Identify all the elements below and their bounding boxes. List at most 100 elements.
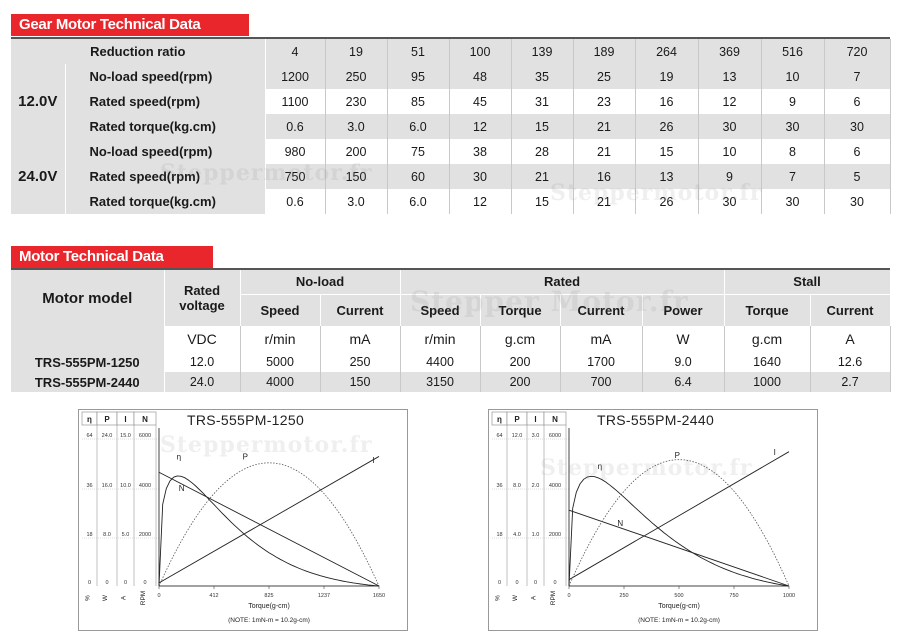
col-head: N xyxy=(142,415,148,424)
gear-value-cell: 13 xyxy=(698,64,762,89)
motor-row: TRS-555PM-1250 12.0 5000 250 4400 200 1700 9.0 1… xyxy=(11,352,891,372)
motor-model-header: Motor model xyxy=(11,270,165,326)
motor-value-cell: 6.4 xyxy=(642,372,725,392)
axis-value: 8.0 xyxy=(513,483,521,489)
performance-graph-1250: TRS-555PM-1250 η P I N 64 24.0 15.0 6000 36 16.0 1… xyxy=(78,409,408,631)
gear-value-cell: 10 xyxy=(698,139,762,164)
gear-value-cell: 21 xyxy=(511,164,574,189)
param-label: Rated speed(rpm) xyxy=(65,164,266,189)
gear-value-cell: 10 xyxy=(761,64,825,89)
gear-value-cell: 30 xyxy=(824,189,891,214)
graph-title: TRS-555PM-1250 xyxy=(187,412,305,428)
col-head-box xyxy=(543,411,567,426)
x-tick-label: 412 xyxy=(209,593,218,599)
gear-value-cell: 12 xyxy=(698,89,762,114)
stall-current-header: Current xyxy=(810,294,891,326)
gear-value-cell: 16 xyxy=(635,89,699,114)
gear-value-cell: 75 xyxy=(387,139,450,164)
unit-cell: g.cm xyxy=(480,326,561,352)
gear-value-cell: 150 xyxy=(325,164,388,189)
axis-value: 2000 xyxy=(549,532,561,538)
motor-value-cell: 1000 xyxy=(724,372,811,392)
gear-data-row: 12.0V No-load speed(rpm) 1200 250 95 48 35 25 19… xyxy=(11,64,891,139)
gear-value-cell: 6 xyxy=(824,139,891,164)
gear-value-cell: 15 xyxy=(635,139,699,164)
gear-value-cell: 45 xyxy=(449,89,512,114)
efficiency-curve-eta xyxy=(568,475,790,587)
performance-graph-2440: TRS-555PM-2440 η P I N 64 12.0 3.0 6000 36 8.0 2.0… xyxy=(488,409,818,631)
x-tick-label: 0 xyxy=(567,593,570,599)
axis-value: 1.0 xyxy=(532,532,540,538)
axis-value: 5.0 xyxy=(122,532,130,538)
gear-value-cell: 1100 xyxy=(265,89,326,114)
gear-value-cell: 750 xyxy=(265,164,326,189)
gear-data-row: Rated torque(kg.cm) 0.6 3.0 6.0 12 15 21 26 30 30… xyxy=(11,114,891,139)
unit-cell: r/min xyxy=(400,326,481,352)
x-tick-label: 0 xyxy=(157,593,160,599)
col-head-box xyxy=(133,411,157,426)
x-axis-label: Torque(g-cm) xyxy=(658,603,700,610)
param-label: No-load speed(rpm) xyxy=(65,139,266,164)
gear-data-row: 24.0V No-load speed(rpm) 980 200 75 38 28 21 15 1… xyxy=(11,139,891,214)
gear-value-cell: 60 xyxy=(387,164,450,189)
axis-value: 6000 xyxy=(139,433,151,439)
unit-label: % xyxy=(85,595,92,601)
axis-value: 0 xyxy=(88,580,91,586)
gear-value-cell: 0.6 xyxy=(265,114,326,139)
gear-value-cell: 7 xyxy=(761,164,825,189)
ratio-cell: 19 xyxy=(325,39,388,64)
axis-value: 0 xyxy=(124,580,127,586)
col-head: P xyxy=(104,415,110,424)
gear-value-cell: 19 xyxy=(635,64,699,89)
axis-value: 8.0 xyxy=(103,532,111,538)
motor-section-title: Motor Technical Data xyxy=(11,246,213,268)
unit-label: % xyxy=(495,595,502,601)
graph-canvas: η P I N 64 12.0 3.0 6000 36 8.0 2.0 4000 18 4.0 1.0 200… xyxy=(491,411,795,624)
gear-value-cell: 21 xyxy=(573,189,636,214)
gear-value-cell: 30 xyxy=(761,114,825,139)
gear-value-cell: 30 xyxy=(698,114,762,139)
ratio-cell: 51 xyxy=(387,39,450,64)
col-head: I xyxy=(124,415,126,424)
gear-value-cell: 230 xyxy=(325,89,388,114)
axis-value: 3.0 xyxy=(532,433,540,439)
x-tick-label: 1650 xyxy=(373,593,385,599)
param-label: No-load speed(rpm) xyxy=(65,64,266,89)
gear-value-cell: 25 xyxy=(573,64,636,89)
x-tick-label: 825 xyxy=(264,593,273,599)
voltage-label: 24.0V xyxy=(11,139,66,214)
gear-motor-table: Reduction ratio 4 19 51 100 139 189 264 369 516 72… xyxy=(11,39,891,214)
current-curve-i xyxy=(568,451,790,581)
gear-value-cell: 95 xyxy=(387,64,450,89)
gear-value-cell: 26 xyxy=(635,114,699,139)
gear-value-cell: 9 xyxy=(761,89,825,114)
unit-label: W xyxy=(102,594,109,601)
ratio-cell: 139 xyxy=(511,39,574,64)
gear-data-row: Rated torque(kg.cm) 0.6 3.0 6.0 12 15 21 26 30 30… xyxy=(11,189,891,214)
param-label: Rated torque(kg.cm) xyxy=(65,189,266,214)
ratio-cell: 720 xyxy=(824,39,891,64)
power-curve-p xyxy=(158,462,380,587)
motor-value-cell: 24.0 xyxy=(164,372,241,392)
unit-cell: r/min xyxy=(240,326,321,352)
axis-value: 0 xyxy=(143,580,146,586)
motor-value-cell: 3150 xyxy=(400,372,481,392)
rated-header: Rated xyxy=(400,270,725,295)
motor-value-cell: 9.0 xyxy=(642,352,725,372)
axis-value: 12.0 xyxy=(512,433,523,439)
motor-value-cell: 1640 xyxy=(724,352,811,372)
ratio-cell: 516 xyxy=(761,39,825,64)
gear-value-cell: 85 xyxy=(387,89,450,114)
axis-value: 36 xyxy=(86,483,92,489)
unit-cell: mA xyxy=(560,326,643,352)
axis-value: 4000 xyxy=(549,483,561,489)
axis-value: 0 xyxy=(515,580,518,586)
gear-value-cell: 6 xyxy=(824,89,891,114)
unit-label: RPM xyxy=(140,591,147,605)
current-curve-i xyxy=(158,456,380,584)
gear-value-cell: 6.0 xyxy=(387,189,450,214)
gear-value-cell: 30 xyxy=(698,189,762,214)
gear-value-cell: 48 xyxy=(449,64,512,89)
reduction-ratio-label: Reduction ratio xyxy=(11,39,266,64)
